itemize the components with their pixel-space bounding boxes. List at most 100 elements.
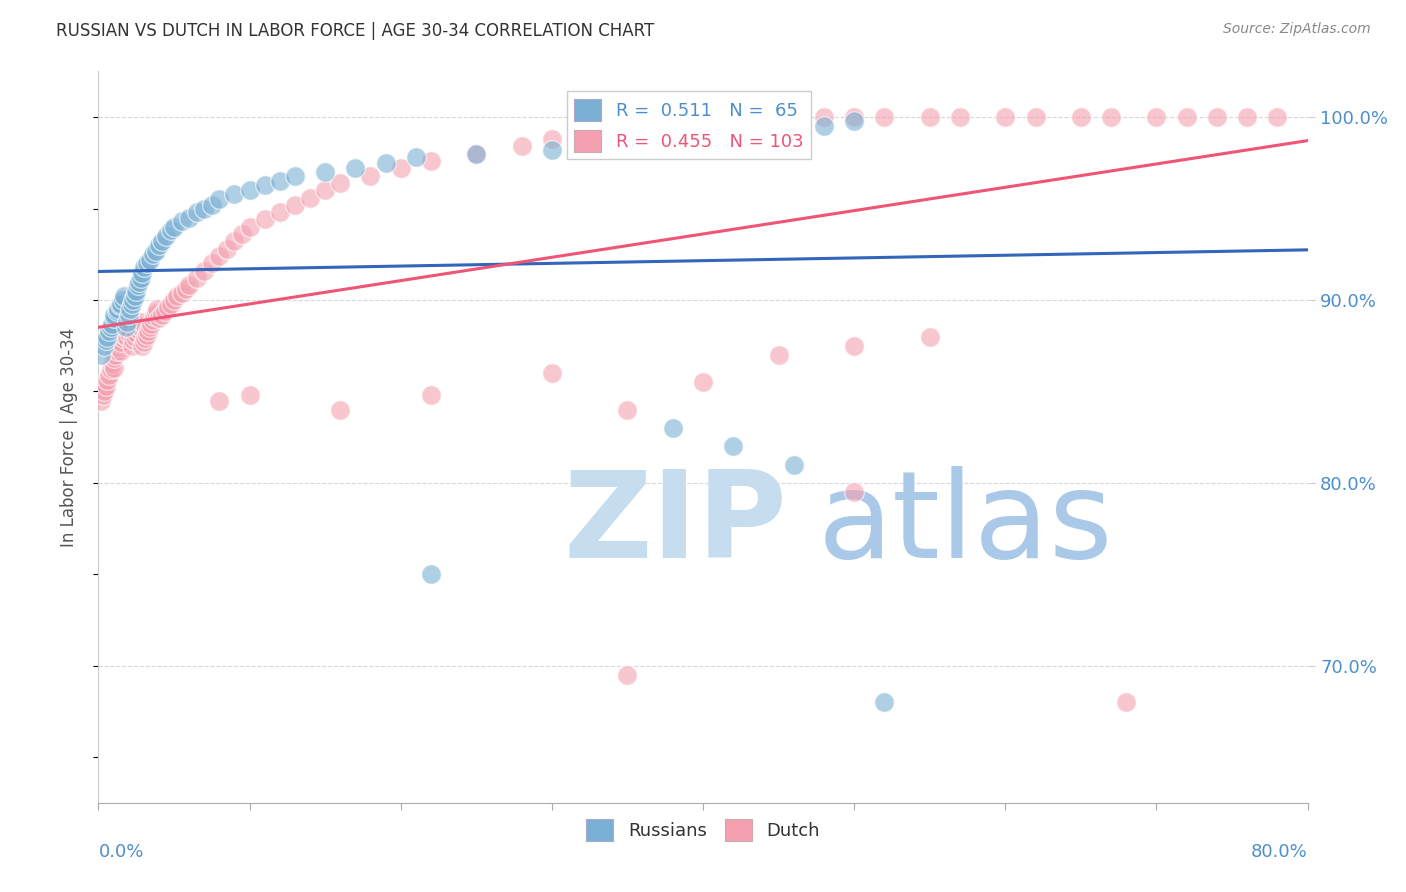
Point: [103, 308, 125, 322]
Point: [540, 132, 562, 146]
Point: [107, 301, 129, 316]
Point: [103, 351, 125, 366]
Point: [179, 278, 201, 293]
Point: [768, 125, 790, 139]
Point: [360, 169, 382, 183]
Point: [586, 125, 609, 139]
Point: [737, 128, 759, 143]
Point: [120, 322, 142, 336]
Point: [104, 348, 127, 362]
Point: [103, 311, 125, 326]
Point: [269, 174, 291, 188]
Point: [224, 186, 246, 201]
Point: [107, 341, 129, 355]
Point: [949, 110, 972, 124]
Point: [131, 338, 153, 352]
Point: [174, 282, 197, 296]
Point: [284, 198, 307, 212]
Point: [110, 334, 132, 349]
Point: [150, 308, 173, 322]
Point: [105, 344, 128, 359]
Point: [128, 275, 150, 289]
Point: [114, 320, 136, 334]
Point: [918, 110, 941, 124]
Point: [111, 331, 134, 345]
Point: [166, 289, 188, 303]
Point: [142, 313, 165, 327]
Text: atlas: atlas: [818, 467, 1114, 583]
Point: [148, 311, 170, 326]
Point: [813, 110, 835, 124]
Point: [110, 344, 132, 359]
Point: [329, 402, 352, 417]
Point: [405, 150, 427, 164]
Point: [108, 336, 131, 351]
Point: [661, 110, 683, 124]
Point: [156, 300, 179, 314]
Point: [737, 110, 759, 124]
Point: [153, 304, 176, 318]
Point: [100, 320, 122, 334]
Point: [186, 271, 208, 285]
Point: [135, 327, 157, 342]
Point: [148, 238, 170, 252]
Point: [540, 366, 562, 380]
Point: [873, 695, 896, 709]
Point: [135, 256, 157, 270]
Point: [121, 338, 143, 352]
Point: [813, 119, 835, 133]
Point: [1070, 110, 1092, 124]
Point: [420, 388, 443, 402]
Point: [193, 263, 215, 277]
Point: [118, 326, 141, 340]
Point: [124, 289, 146, 303]
Point: [91, 388, 114, 402]
Point: [105, 304, 128, 318]
Point: [90, 348, 112, 362]
Point: [124, 329, 146, 343]
Point: [125, 326, 148, 340]
Point: [1144, 110, 1167, 124]
Point: [314, 183, 336, 197]
Point: [616, 117, 638, 131]
Point: [114, 324, 136, 338]
Point: [1267, 110, 1289, 124]
Point: [374, 155, 396, 169]
Point: [139, 252, 162, 267]
Point: [98, 324, 121, 338]
Point: [160, 296, 183, 310]
Point: [465, 146, 488, 161]
Point: [170, 214, 193, 228]
Point: [1115, 695, 1137, 709]
Point: [344, 161, 367, 176]
Point: [160, 223, 183, 237]
Point: [115, 315, 138, 329]
Text: ZIP: ZIP: [564, 467, 787, 583]
Point: [215, 242, 238, 256]
Point: [420, 567, 443, 582]
Point: [108, 298, 131, 312]
Point: [127, 322, 149, 336]
Point: [98, 368, 121, 382]
Point: [1099, 110, 1122, 124]
Point: [132, 334, 155, 349]
Point: [100, 362, 122, 376]
Point: [1024, 110, 1046, 124]
Point: [94, 333, 117, 347]
Point: [155, 228, 177, 243]
Point: [125, 284, 148, 298]
Point: [186, 205, 208, 219]
Point: [1236, 110, 1258, 124]
Point: [253, 178, 276, 192]
Point: [134, 331, 156, 345]
Point: [146, 301, 169, 316]
Point: [128, 318, 150, 333]
Point: [239, 183, 262, 197]
Point: [193, 202, 215, 216]
Point: [179, 211, 201, 225]
Point: [465, 146, 488, 161]
Point: [208, 249, 231, 263]
Point: [420, 153, 443, 168]
Point: [141, 317, 163, 331]
Point: [131, 265, 153, 279]
